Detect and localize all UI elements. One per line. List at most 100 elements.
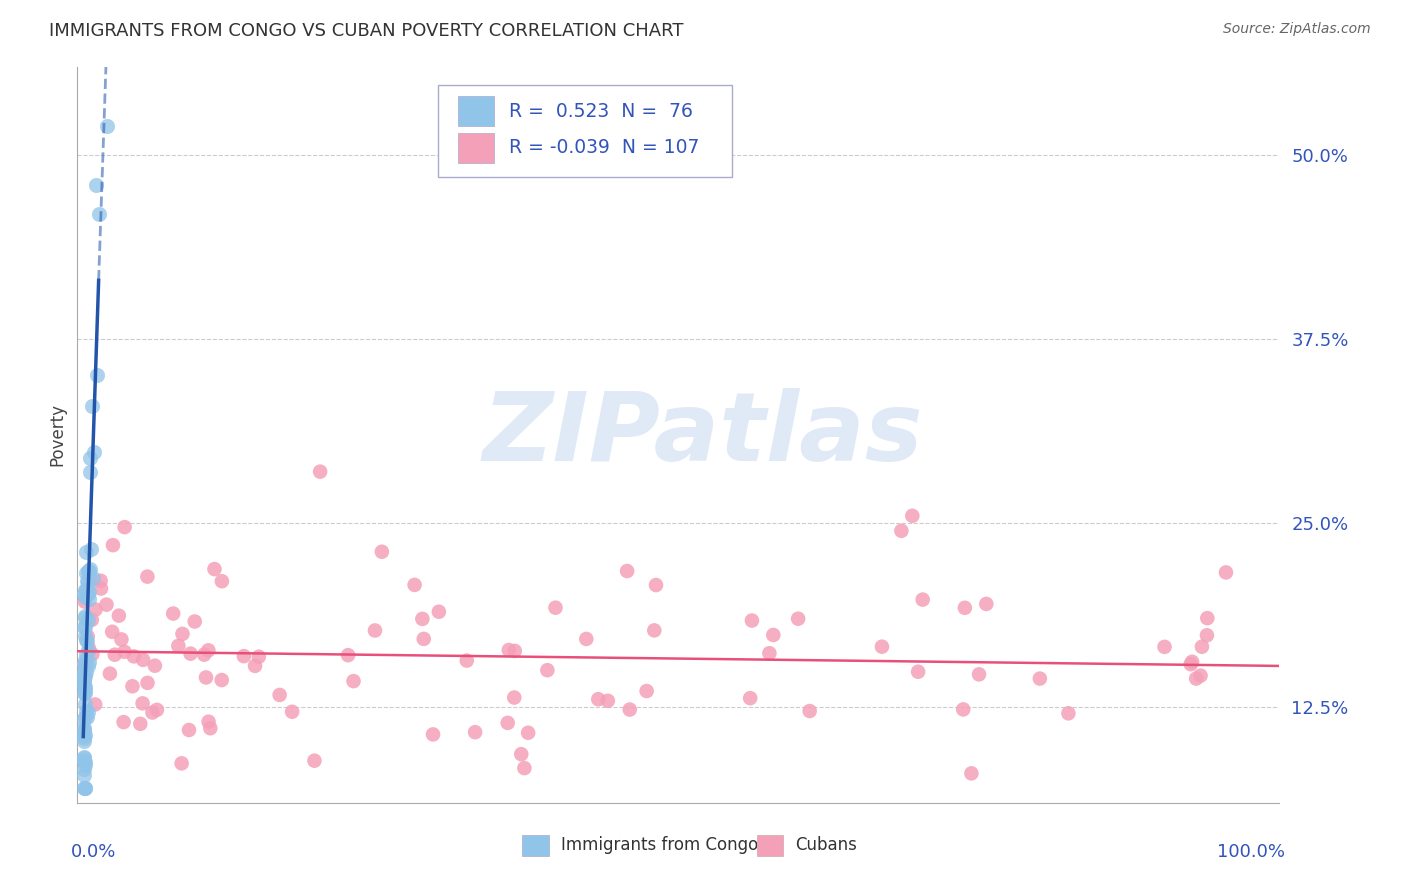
Point [517, 726, 540, 740]
Point [75, 566, 97, 581]
Point [1181, 655, 1204, 669]
Point [73, 676, 96, 690]
Point [73, 660, 96, 674]
Point [84, 178, 107, 192]
Point [503, 644, 526, 658]
Point [1029, 672, 1052, 686]
Point [73, 678, 96, 692]
Point [136, 569, 159, 583]
Point [536, 663, 558, 677]
Point [619, 702, 641, 716]
Point [643, 624, 665, 638]
Point [73, 757, 96, 772]
Point [83, 445, 105, 459]
Point [73, 731, 96, 745]
Point [645, 578, 668, 592]
Point [73, 768, 96, 782]
Point [136, 676, 159, 690]
Point [75, 647, 97, 661]
Point [762, 628, 785, 642]
Point [76, 634, 98, 648]
Point [75, 582, 97, 597]
Point [101, 624, 124, 639]
Point [77, 564, 100, 578]
Point [952, 702, 974, 716]
Point [104, 648, 127, 662]
Point [1180, 657, 1202, 672]
Point [73, 781, 96, 796]
Point [281, 705, 304, 719]
Point [77, 565, 100, 579]
Point [75, 668, 97, 682]
Point [76, 575, 98, 590]
Point [211, 673, 233, 687]
Point [498, 643, 520, 657]
Point [73, 710, 96, 724]
Point [141, 706, 163, 720]
Point [112, 715, 135, 730]
Point [170, 756, 193, 771]
Point [73, 754, 96, 768]
Point [73, 620, 96, 634]
Point [90, 574, 112, 588]
Point [740, 691, 762, 706]
Point [510, 747, 533, 761]
Point [73, 673, 96, 687]
Point [195, 670, 218, 684]
Point [79, 592, 101, 607]
Point [741, 614, 763, 628]
Point [464, 725, 486, 739]
Point [787, 612, 810, 626]
Point [79, 562, 101, 576]
Point [427, 605, 450, 619]
Point [146, 703, 169, 717]
Point [73, 620, 96, 634]
Point [75, 610, 97, 624]
Point [143, 658, 166, 673]
Point [1057, 706, 1080, 721]
Point [77, 706, 100, 720]
Point [129, 716, 152, 731]
Point [503, 690, 526, 705]
Point [73, 734, 96, 748]
Point [588, 692, 610, 706]
Bar [458, 96, 495, 126]
Point [73, 751, 96, 765]
Point [799, 704, 821, 718]
Point [73, 697, 96, 711]
Point [193, 648, 215, 662]
Text: IMMIGRANTS FROM CONGO VS CUBAN POVERTY CORRELATION CHART: IMMIGRANTS FROM CONGO VS CUBAN POVERTY C… [49, 22, 683, 40]
Text: Source: ZipAtlas.com: Source: ZipAtlas.com [1223, 22, 1371, 37]
Point [75, 653, 97, 667]
Point [101, 538, 124, 552]
Point [1191, 640, 1213, 654]
Y-axis label: Poverty: Poverty [48, 403, 66, 467]
Point [371, 545, 394, 559]
Point [596, 694, 619, 708]
Point [76, 659, 98, 673]
Point [1153, 640, 1175, 654]
Point [73, 686, 96, 700]
Point [73, 686, 96, 700]
Point [84, 698, 107, 712]
Point [616, 564, 638, 578]
Point [758, 646, 780, 660]
Point [309, 465, 332, 479]
Point [77, 655, 100, 669]
Bar [756, 835, 783, 855]
Bar [458, 133, 495, 162]
Point [180, 647, 202, 661]
Point [75, 629, 97, 643]
Point [177, 723, 200, 737]
Point [404, 578, 426, 592]
Point [422, 727, 444, 741]
Point [73, 712, 96, 726]
Point [75, 632, 97, 647]
Point [73, 721, 96, 735]
Point [122, 649, 145, 664]
Point [342, 674, 364, 689]
Point [73, 781, 96, 796]
Point [73, 750, 96, 764]
Point [77, 585, 100, 599]
Point [73, 673, 96, 687]
